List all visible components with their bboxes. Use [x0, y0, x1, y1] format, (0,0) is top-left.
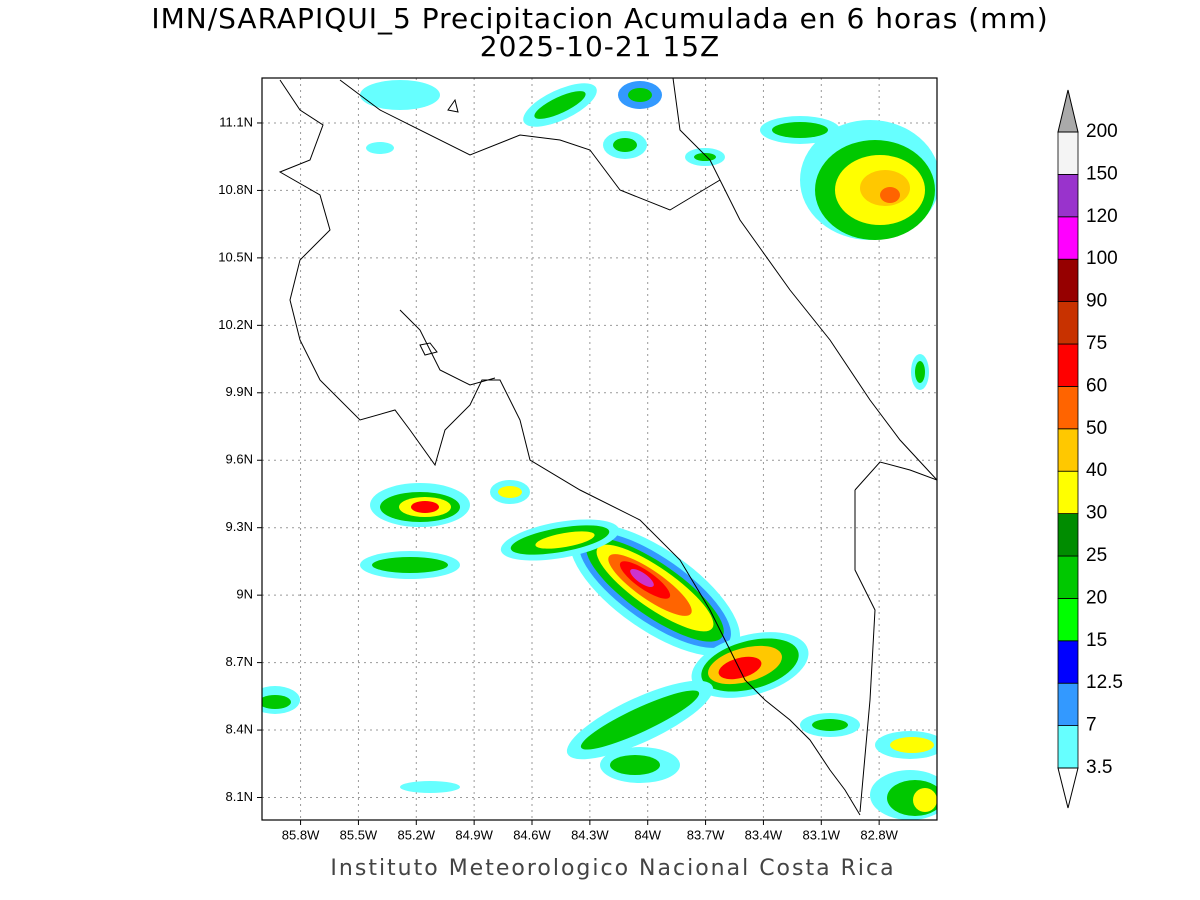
colorbar-label: 90 [1086, 291, 1107, 312]
colorbar-label: 75 [1086, 333, 1107, 354]
y-tick-label: 9N [236, 587, 253, 602]
colorbar: 3.5 7 12.5 15 20 25 30 40 50 60 75 90 100 120 150 200 [1057, 89, 1123, 809]
y-tick-label: 9.6N [226, 452, 253, 467]
x-tick-label: 85.2W [397, 827, 435, 842]
colorbar-label: 120 [1086, 206, 1118, 227]
y-tick-label: 8.1N [226, 789, 253, 804]
y-tick-label: 10.5N [218, 249, 253, 264]
colorbar-box [1057, 216, 1079, 260]
x-tick-label: 84.3W [571, 827, 609, 842]
x-tick-label: 85.5W [340, 827, 378, 842]
y-tick-label: 8.7N [226, 654, 253, 669]
y-tick-label: 11.1N [219, 114, 253, 129]
colorbar-label: 50 [1086, 418, 1107, 439]
x-tick-label: 83.4W [745, 827, 783, 842]
colorbar-box [1057, 640, 1079, 684]
y-tick-label: 10.8N [218, 182, 253, 197]
colorbar-box [1057, 725, 1079, 769]
colorbar-box [1057, 555, 1079, 599]
x-tick-label: 84.9W [455, 827, 493, 842]
colorbar-box [1057, 682, 1079, 727]
x-tick-label: 84.6W [513, 827, 551, 842]
coastlines [278, 78, 937, 816]
colorbar-box [1057, 258, 1079, 303]
colorbar-under [1057, 767, 1079, 809]
colorbar-box [1057, 301, 1079, 345]
colorbar-box [1057, 598, 1079, 642]
x-tick-label: 83.1W [802, 827, 840, 842]
x-tick-label: 85.8W [282, 827, 320, 842]
colorbar-box [1057, 131, 1079, 175]
colorbar-box [1057, 385, 1079, 430]
title: IMN/SARAPIQUI_5 Precipitacion Acumulada … [151, 2, 1048, 35]
y-tick-label: 8.4N [226, 721, 253, 736]
colorbar-label: 60 [1086, 375, 1107, 396]
axes: 85.8W 85.5W 85.2W 84.9W 84.6W 84.3W 84W 83.7W 83… [218, 114, 898, 842]
y-tick-label: 9.9N [226, 384, 253, 399]
x-tick-label: 82.8W [860, 827, 898, 842]
colorbar-label: 12.5 [1086, 672, 1123, 693]
x-tick-label: 83.7W [687, 827, 725, 842]
colorbar-label: 200 [1086, 121, 1118, 142]
colorbar-over [1057, 89, 1079, 133]
precipitation [262, 80, 937, 820]
colorbar-label: 30 [1086, 503, 1107, 524]
map-frame [261, 77, 938, 821]
colorbar-box [1057, 470, 1079, 515]
colorbar-label: 3.5 [1086, 757, 1112, 778]
colorbar-label: 15 [1086, 630, 1107, 651]
footer: Instituto Meteorologico Nacional Costa R… [330, 856, 895, 881]
colorbar-box [1057, 343, 1079, 387]
colorbar-label: 20 [1086, 587, 1107, 608]
y-tick-label: 10.2N [218, 317, 253, 332]
colorbar-label: 150 [1086, 163, 1118, 184]
colorbar-label: 7 [1086, 715, 1097, 736]
subtitle: 2025-10-21 15Z [480, 30, 720, 63]
y-tick-label: 9.3N [226, 519, 253, 534]
map-area [262, 78, 937, 820]
colorbar-label: 40 [1086, 460, 1107, 481]
colorbar-label: 25 [1086, 545, 1107, 566]
colorbar-label: 100 [1086, 248, 1118, 269]
colorbar-box [1057, 428, 1079, 472]
x-tick-label: 84W [634, 827, 661, 842]
colorbar-box [1057, 173, 1079, 218]
colorbar-box [1057, 513, 1079, 557]
